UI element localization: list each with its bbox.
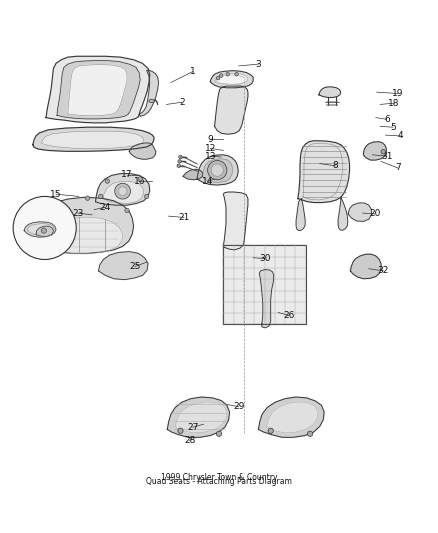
Polygon shape [298,141,350,203]
Text: 30: 30 [259,254,271,263]
Polygon shape [33,127,154,151]
Circle shape [46,199,50,204]
Text: 15: 15 [50,190,62,199]
Text: 16: 16 [134,176,145,185]
Circle shape [219,74,223,77]
Circle shape [381,150,385,154]
Circle shape [36,238,41,243]
Polygon shape [210,71,253,88]
Circle shape [226,72,230,76]
Circle shape [105,179,110,183]
Polygon shape [259,270,274,328]
Ellipse shape [149,99,154,103]
Polygon shape [350,254,381,279]
Polygon shape [28,197,134,253]
Text: 29: 29 [233,402,244,411]
Circle shape [118,187,127,196]
Circle shape [177,164,180,167]
Text: 20: 20 [370,209,381,219]
Polygon shape [27,223,54,236]
Polygon shape [42,217,123,254]
Text: 26: 26 [283,311,295,320]
Polygon shape [167,397,230,437]
Text: 25: 25 [129,262,141,271]
Polygon shape [24,222,56,237]
Polygon shape [183,169,202,180]
Circle shape [208,160,227,180]
Polygon shape [68,64,127,116]
Text: 19: 19 [392,89,403,98]
Circle shape [13,197,76,260]
Polygon shape [215,74,248,84]
Text: 17: 17 [121,170,133,179]
Circle shape [125,208,129,213]
Text: 1999 Chrysler Town & Country: 1999 Chrysler Town & Country [161,473,277,482]
Polygon shape [338,197,348,230]
Polygon shape [99,252,148,280]
Text: 4: 4 [398,132,403,141]
Polygon shape [215,86,248,134]
Polygon shape [129,143,156,159]
Polygon shape [215,75,245,85]
Polygon shape [296,199,305,231]
Text: 31: 31 [381,151,392,160]
Polygon shape [348,203,371,221]
Circle shape [216,76,220,80]
Text: 18: 18 [389,99,400,108]
Polygon shape [319,87,341,98]
Circle shape [179,155,182,159]
Text: 2: 2 [179,98,184,107]
Circle shape [138,177,142,181]
Circle shape [235,72,238,76]
Text: 23: 23 [72,208,84,217]
Circle shape [32,231,36,236]
Polygon shape [57,61,140,119]
Circle shape [99,194,103,199]
Polygon shape [364,142,386,160]
Text: 9: 9 [207,135,213,144]
Circle shape [115,183,131,199]
Circle shape [145,194,149,199]
Polygon shape [202,159,233,182]
Polygon shape [36,226,53,236]
Polygon shape [197,155,238,185]
Polygon shape [258,397,324,437]
Text: 3: 3 [255,60,261,69]
Text: 27: 27 [187,423,198,432]
Text: 21: 21 [178,213,190,222]
Circle shape [268,428,273,433]
Polygon shape [139,70,159,116]
Polygon shape [223,192,248,250]
Circle shape [307,431,313,437]
Circle shape [211,164,223,176]
Polygon shape [46,56,150,123]
Circle shape [216,431,222,437]
Polygon shape [175,402,227,433]
Text: 8: 8 [332,161,338,170]
Text: Quad Seats - Attaching Parts Diagram: Quad Seats - Attaching Parts Diagram [146,478,292,487]
Circle shape [41,228,46,233]
Polygon shape [95,174,150,205]
Text: 6: 6 [384,115,390,124]
Text: 7: 7 [395,164,401,173]
Text: 5: 5 [390,123,396,132]
Text: 22: 22 [21,208,33,217]
Text: 1: 1 [190,67,196,76]
Polygon shape [103,182,144,204]
Text: 14: 14 [202,176,214,185]
Polygon shape [42,131,144,149]
Circle shape [178,159,181,163]
Text: 12: 12 [205,144,216,153]
Text: 24: 24 [99,203,111,212]
Circle shape [85,196,90,200]
Polygon shape [223,246,306,324]
Circle shape [178,428,183,433]
Text: 13: 13 [205,151,216,160]
Text: 32: 32 [378,266,389,276]
Polygon shape [266,402,318,433]
Text: 28: 28 [184,436,195,445]
